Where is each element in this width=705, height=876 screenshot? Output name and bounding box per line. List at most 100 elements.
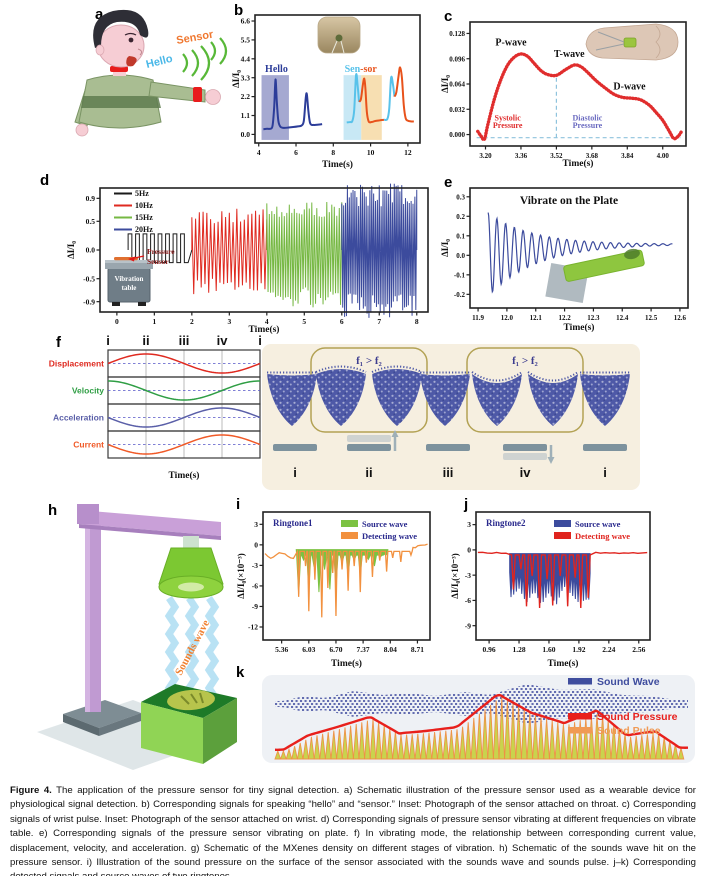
panel-letter-d: d	[40, 172, 50, 189]
panel-letter-j: j	[464, 496, 469, 513]
panel-b-chart: 4 6 8 10 12 0.0 1.1 2.2 3.3 4.4 5.5 6.6 Time(s) ΔI/I₀…	[231, 14, 421, 170]
mxene-cone	[528, 374, 578, 426]
svg-text:Sen: Sen	[345, 64, 361, 75]
svg-text:3.68: 3.68	[586, 152, 599, 160]
svg-text:0.5: 0.5	[86, 217, 96, 226]
svg-text:2: 2	[190, 317, 194, 326]
svg-text:6: 6	[294, 148, 298, 157]
svg-text:Hello: Hello	[265, 64, 288, 75]
series-sen-2	[383, 75, 396, 122]
svg-text:Vibrate on the Plate: Vibrate on the Plate	[520, 195, 618, 207]
wrist-sensor-band	[193, 87, 202, 102]
svg-text:0.2: 0.2	[456, 213, 465, 221]
throat-photo-inset	[317, 16, 361, 54]
row-acceleration	[107, 407, 261, 428]
svg-text:7: 7	[377, 317, 381, 326]
series-sen-1	[346, 73, 361, 124]
svg-text:Detecting wave: Detecting wave	[575, 531, 630, 541]
panel-letter-h: h	[48, 502, 58, 519]
svg-text:12.5: 12.5	[645, 314, 658, 322]
caption-label: Figure 4.	[10, 785, 52, 796]
svg-text:Pressure: Pressure	[573, 121, 603, 130]
svg-text:4: 4	[257, 148, 261, 157]
mxene-cone	[472, 374, 522, 426]
svg-text:0.9: 0.9	[86, 194, 96, 203]
svg-text:-0.1: -0.1	[454, 271, 466, 279]
svg-text:-0.9: -0.9	[83, 297, 95, 306]
caption-text: The application of the pressure sensor f…	[10, 785, 697, 876]
panel-letter-i: i	[236, 496, 241, 513]
svg-text:table: table	[122, 284, 137, 292]
svg-text:Ringtone2: Ringtone2	[486, 518, 526, 528]
sound-pulse-spikes	[274, 697, 685, 760]
arrow-down-icon	[547, 457, 555, 464]
panel-letter-f: f	[56, 334, 61, 351]
svg-text:6: 6	[340, 317, 344, 326]
svg-text:7.37: 7.37	[357, 645, 370, 654]
arrow-up-icon	[391, 430, 399, 437]
svg-text:3.3: 3.3	[241, 73, 251, 82]
figure-caption: Figure 4. The application of the pressur…	[10, 784, 696, 876]
svg-text:-0.2: -0.2	[454, 291, 466, 299]
svg-text:2.2: 2.2	[241, 92, 251, 101]
svg-text:-3: -3	[465, 571, 471, 580]
sound-waves-icon	[182, 37, 228, 81]
svg-text:8.71: 8.71	[411, 645, 424, 654]
svg-text:-6: -6	[252, 582, 258, 591]
detecting-wave-line	[477, 551, 648, 609]
series-sor-2	[393, 66, 414, 123]
svg-text:3: 3	[254, 520, 258, 529]
svg-text:1.1: 1.1	[241, 111, 251, 120]
svg-text:Systolic: Systolic	[495, 114, 522, 123]
svg-text:Sound Pulse: Sound Pulse	[597, 725, 661, 737]
panel-letter-a: a	[95, 6, 104, 23]
svg-text:-9: -9	[252, 602, 258, 611]
mxene-cone	[316, 369, 366, 426]
svg-text:3.84: 3.84	[621, 152, 634, 160]
plate-inset	[545, 248, 645, 304]
panel-e-chart: 11.9 12.0 12.1 12.2 12.3 12.4 12.5 12.6 0.3 0.2 0.…	[440, 187, 689, 333]
vibrating-plate-bar	[426, 444, 470, 451]
svg-text:8: 8	[415, 317, 419, 326]
svg-text:Sensor: Sensor	[147, 257, 169, 266]
svg-text:Ringtone1: Ringtone1	[273, 518, 313, 528]
svg-text:12.3: 12.3	[587, 314, 600, 322]
vibrating-plate-bar	[503, 444, 547, 451]
speech-sensor-label: Sensor	[175, 29, 215, 47]
svg-text:3: 3	[227, 317, 231, 326]
row-current	[107, 434, 261, 455]
svg-text:12: 12	[404, 148, 412, 157]
panel-a-illustration: Hello Sensor	[74, 9, 228, 137]
sound-pressure-envelope	[274, 693, 689, 751]
svg-text:-sor: -sor	[360, 64, 377, 75]
svg-text:12.6: 12.6	[674, 314, 687, 322]
svg-text:-3: -3	[252, 561, 258, 570]
panel-letter-e: e	[444, 174, 453, 191]
panel-h-illustration: Sounds wave	[37, 504, 237, 770]
svg-text:Source wave: Source wave	[575, 519, 621, 529]
svg-text:3.36: 3.36	[515, 152, 528, 160]
svg-text:1: 1	[152, 317, 156, 326]
svg-text:0.0: 0.0	[241, 130, 251, 139]
stand-arm	[79, 510, 221, 536]
series-20Hz	[341, 183, 418, 318]
svg-text:Time(s): Time(s)	[249, 324, 280, 335]
panel-i-chart: 5.36 6.03 6.70 7.37 8.04 8.71 3 0 -3 -6 -9 -12 Time(…	[236, 511, 431, 669]
svg-text:iv: iv	[217, 333, 229, 348]
svg-text:0.096: 0.096	[449, 55, 465, 63]
svg-text:f₁ > f₂: f₁ > f₂	[512, 355, 538, 367]
svg-text:iii: iii	[179, 333, 190, 348]
svg-text:0.128: 0.128	[449, 30, 465, 38]
svg-text:Current: Current	[73, 440, 104, 450]
svg-text:2.56: 2.56	[632, 645, 645, 654]
sensor-box-front	[141, 702, 203, 764]
svg-text:10: 10	[367, 148, 375, 157]
series-10Hz	[191, 208, 268, 295]
svg-text:0: 0	[467, 545, 471, 554]
svg-text:0: 0	[254, 540, 258, 549]
mxene-cone	[580, 374, 630, 426]
svg-text:ΔI/I₀: ΔI/I₀	[231, 70, 241, 88]
svg-text:0.032: 0.032	[449, 106, 465, 114]
svg-text:1.92: 1.92	[572, 645, 585, 654]
svg-text:ΔI/I₀(×10⁻³): ΔI/I₀(×10⁻³)	[236, 553, 246, 598]
